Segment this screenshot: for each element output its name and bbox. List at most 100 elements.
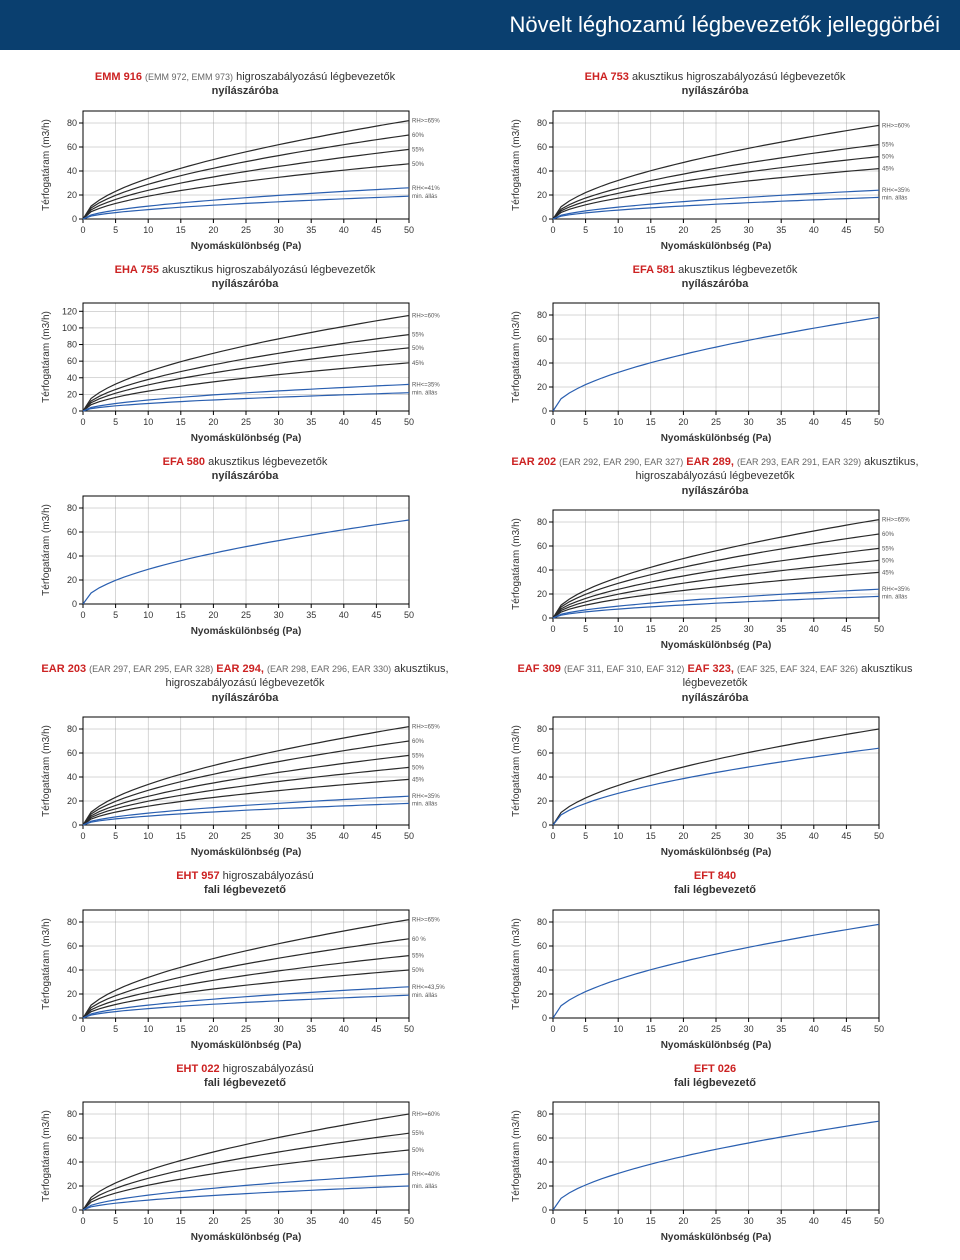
svg-text:40: 40	[67, 551, 77, 561]
svg-text:5: 5	[113, 610, 118, 620]
svg-text:5: 5	[113, 417, 118, 427]
svg-text:30: 30	[744, 1024, 754, 1034]
svg-text:20: 20	[537, 989, 547, 999]
svg-text:35: 35	[306, 1024, 316, 1034]
chart-efa581: 02040608005101520253035404550Térfogatára…	[505, 295, 925, 445]
svg-text:20: 20	[678, 1024, 688, 1034]
svg-text:40: 40	[67, 965, 77, 975]
svg-text:35: 35	[306, 831, 316, 841]
svg-text:20: 20	[537, 796, 547, 806]
svg-text:Nyomáskülönbség (Pa): Nyomáskülönbség (Pa)	[661, 241, 772, 252]
chart-eft840: 02040608005101520253035404550Térfogatára…	[505, 902, 925, 1052]
svg-text:Nyomáskülönbség (Pa): Nyomáskülönbség (Pa)	[191, 847, 302, 858]
svg-text:25: 25	[711, 417, 721, 427]
svg-text:50%: 50%	[882, 558, 895, 564]
svg-text:min. állás: min. állás	[412, 801, 437, 807]
chart-grid: EMM 916 (EMM 972, EMM 973) higroszabályo…	[0, 70, 960, 1244]
svg-text:40: 40	[537, 358, 547, 368]
svg-text:55%: 55%	[882, 546, 895, 552]
svg-text:25: 25	[241, 1216, 251, 1226]
svg-text:10: 10	[143, 417, 153, 427]
svg-text:50: 50	[404, 1216, 414, 1226]
svg-text:50: 50	[874, 1216, 884, 1226]
svg-text:40: 40	[339, 417, 349, 427]
svg-text:RH<=43,5%: RH<=43,5%	[412, 984, 445, 990]
svg-text:5: 5	[583, 225, 588, 235]
svg-text:45: 45	[371, 831, 381, 841]
svg-text:RH<=40%: RH<=40%	[412, 1172, 440, 1178]
svg-text:40: 40	[339, 1216, 349, 1226]
svg-text:40: 40	[809, 624, 819, 634]
svg-text:Nyomáskülönbség (Pa): Nyomáskülönbség (Pa)	[191, 1232, 302, 1243]
svg-text:50%: 50%	[412, 968, 425, 974]
svg-text:Térfogatáram (m3/h): Térfogatáram (m3/h)	[41, 918, 52, 1010]
svg-text:Térfogatáram (m3/h): Térfogatáram (m3/h)	[511, 311, 522, 403]
svg-text:30: 30	[274, 225, 284, 235]
svg-text:10: 10	[613, 225, 623, 235]
svg-text:30: 30	[274, 831, 284, 841]
svg-text:20: 20	[208, 610, 218, 620]
svg-text:25: 25	[711, 624, 721, 634]
svg-text:80: 80	[67, 724, 77, 734]
svg-text:10: 10	[143, 1216, 153, 1226]
svg-text:30: 30	[274, 1024, 284, 1034]
svg-text:Nyomáskülönbség (Pa): Nyomáskülönbség (Pa)	[661, 433, 772, 444]
chart-title: EAR 202 (EAR 292, EAR 290, EAR 327) EAR …	[490, 455, 940, 498]
chart-box-efa581: EFA 581 akusztikus légbevezetőknyílászár…	[490, 263, 940, 446]
chart-box-emm916: EMM 916 (EMM 972, EMM 973) higroszabályo…	[20, 70, 470, 253]
svg-text:10: 10	[613, 831, 623, 841]
chart-box-eft026: EFT 026fali légbevezető02040608005101520…	[490, 1062, 940, 1245]
svg-text:20: 20	[537, 589, 547, 599]
svg-text:25: 25	[241, 1024, 251, 1034]
chart-title: EFT 840fali légbevezető	[674, 869, 756, 898]
svg-text:0: 0	[80, 417, 85, 427]
svg-text:0: 0	[80, 1216, 85, 1226]
svg-text:15: 15	[176, 610, 186, 620]
svg-text:5: 5	[113, 831, 118, 841]
svg-text:80: 80	[67, 340, 77, 350]
svg-text:0: 0	[542, 820, 547, 830]
chart-eha755: 02040608010012005101520253035404550RH>=6…	[35, 295, 455, 445]
svg-text:0: 0	[72, 406, 77, 416]
svg-text:10: 10	[613, 417, 623, 427]
chart-title: EAR 203 (EAR 297, EAR 295, EAR 328) EAR …	[20, 662, 470, 705]
svg-text:20: 20	[67, 190, 77, 200]
svg-text:35: 35	[776, 1024, 786, 1034]
svg-text:RH<=41%: RH<=41%	[412, 185, 440, 191]
svg-text:min. állás: min. állás	[412, 194, 437, 200]
svg-text:45: 45	[371, 610, 381, 620]
svg-text:10: 10	[143, 831, 153, 841]
svg-text:0: 0	[72, 214, 77, 224]
svg-text:15: 15	[646, 225, 656, 235]
svg-text:40: 40	[809, 831, 819, 841]
svg-text:0: 0	[80, 225, 85, 235]
svg-text:45%: 45%	[882, 166, 895, 172]
svg-text:0: 0	[542, 1013, 547, 1023]
svg-text:5: 5	[113, 1024, 118, 1034]
svg-text:50: 50	[874, 831, 884, 841]
svg-text:55%: 55%	[412, 753, 425, 759]
svg-text:35: 35	[306, 1216, 316, 1226]
chart-box-ear202: EAR 202 (EAR 292, EAR 290, EAR 327) EAR …	[490, 455, 940, 652]
svg-text:5: 5	[583, 624, 588, 634]
svg-text:25: 25	[711, 1216, 721, 1226]
svg-text:45: 45	[371, 1216, 381, 1226]
svg-text:Nyomáskülönbség (Pa): Nyomáskülönbség (Pa)	[191, 241, 302, 252]
chart-ear203: 02040608005101520253035404550RH>=65%60%5…	[35, 709, 455, 859]
chart-efa580: 02040608005101520253035404550Térfogatára…	[35, 488, 455, 638]
svg-text:40: 40	[809, 225, 819, 235]
svg-text:Nyomáskülönbség (Pa): Nyomáskülönbség (Pa)	[661, 1040, 772, 1051]
chart-title: EFA 581 akusztikus légbevezetőknyílászár…	[633, 263, 798, 292]
svg-text:50: 50	[404, 417, 414, 427]
svg-text:45: 45	[371, 1024, 381, 1034]
svg-text:60: 60	[537, 748, 547, 758]
svg-text:50%: 50%	[412, 765, 425, 771]
svg-text:20: 20	[67, 575, 77, 585]
svg-text:55%: 55%	[412, 953, 425, 959]
svg-text:55%: 55%	[882, 142, 895, 148]
svg-text:0: 0	[550, 1216, 555, 1226]
svg-text:45: 45	[841, 225, 851, 235]
svg-text:80: 80	[537, 724, 547, 734]
svg-text:Nyomáskülönbség (Pa): Nyomáskülönbség (Pa)	[661, 640, 772, 651]
svg-text:15: 15	[646, 1024, 656, 1034]
